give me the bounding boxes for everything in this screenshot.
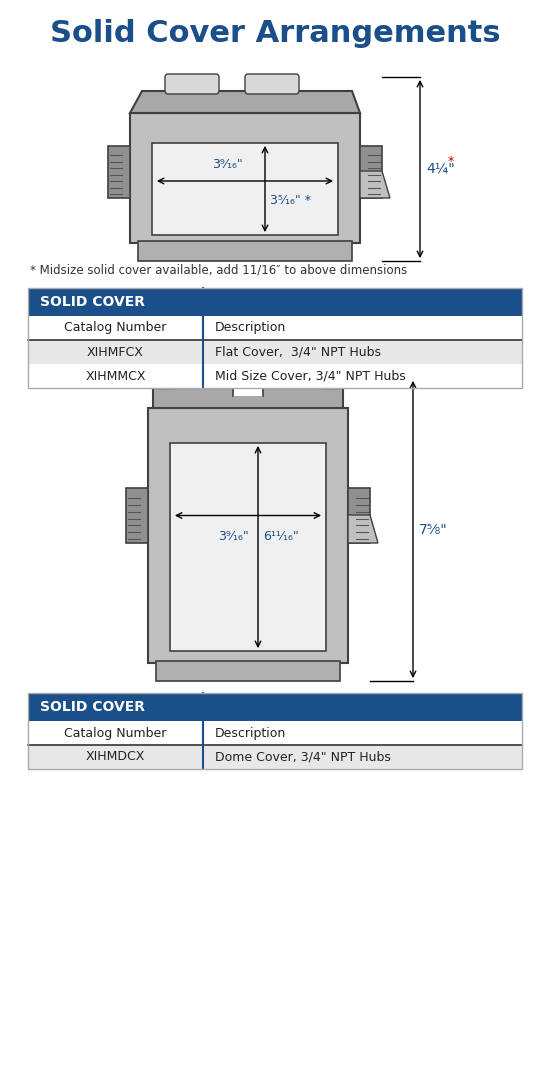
Bar [28,288,522,316]
FancyBboxPatch shape [165,74,219,94]
Text: SOLID COVER: SOLID COVER [40,700,145,714]
Bar [108,146,130,198]
Bar [152,143,338,235]
Text: XIHMMCX: XIHMMCX [85,370,146,383]
Bar [28,340,522,364]
Text: 3⁵⁄₁₆" *: 3⁵⁄₁₆" * [270,194,311,207]
Text: XIHMFCX: XIHMFCX [87,346,144,359]
Bar [28,316,522,340]
Text: Mid Size Cover, 3/4" NPT Hubs: Mid Size Cover, 3/4" NPT Hubs [215,370,406,383]
Text: 6¹¹⁄₁₆": 6¹¹⁄₁₆" [263,530,299,543]
Bar [348,488,370,543]
Polygon shape [348,515,378,543]
Text: XIHMDCX: XIHMDCX [86,750,145,763]
Polygon shape [130,91,360,113]
Text: Catalog Number: Catalog Number [64,727,167,740]
Bar [28,364,522,388]
Polygon shape [321,378,343,388]
Text: 3⁹⁄₁₆": 3⁹⁄₁₆" [218,529,249,542]
Bar [360,146,382,198]
Text: Description: Description [215,727,286,740]
Bar [28,693,522,721]
Bar [28,288,522,388]
Text: Dome Cover, 3/4" NPT Hubs: Dome Cover, 3/4" NPT Hubs [215,750,391,763]
Bar [233,386,263,396]
Bar [170,443,326,651]
Polygon shape [360,171,390,198]
Text: *: * [448,154,454,167]
Text: Solid Cover Arrangements: Solid Cover Arrangements [50,18,501,47]
Text: 3⁹⁄₁₆": 3⁹⁄₁₆" [212,158,243,171]
Bar [156,661,340,681]
Bar [28,721,522,745]
Text: Flat Cover,  3/4" NPT Hubs: Flat Cover, 3/4" NPT Hubs [215,346,381,359]
Text: SOLID COVER: SOLID COVER [40,295,145,309]
Bar [28,693,522,769]
FancyBboxPatch shape [245,74,299,94]
Text: Catalog Number: Catalog Number [64,321,167,334]
Text: * Midsize solid cover available, add 11/16″ to above dimensions: * Midsize solid cover available, add 11/… [30,263,407,276]
Bar [130,113,360,243]
Bar [126,488,148,543]
Text: 4¼": 4¼" [426,162,455,176]
Text: 7⁵⁄₈": 7⁵⁄₈" [419,523,448,537]
Bar [148,407,348,663]
Text: Description: Description [215,321,286,334]
Bar [28,745,522,769]
Polygon shape [153,378,175,388]
Polygon shape [153,388,343,407]
Bar [138,241,352,261]
